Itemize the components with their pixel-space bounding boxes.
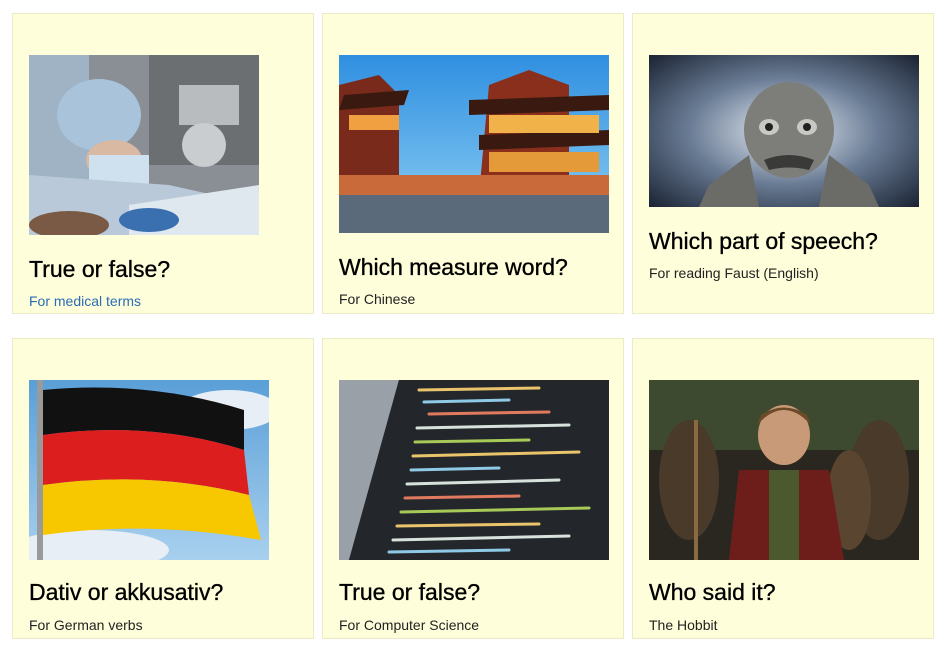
surgeon-photo (29, 55, 259, 235)
card-title[interactable]: True or false? (29, 256, 171, 282)
hobbit-photo (649, 380, 919, 560)
quiz-card-medical[interactable]: True or false? For medical terms (12, 13, 314, 314)
card-title[interactable]: Who said it? (649, 579, 776, 605)
german-flag-photo (29, 380, 269, 560)
card-subtitle: For Chinese (339, 291, 416, 307)
card-title[interactable]: True or false? (339, 579, 481, 605)
quiz-card-chinese[interactable]: Which measure word? For Chinese (322, 13, 624, 314)
card-title[interactable]: Which part of speech? (649, 228, 878, 254)
quiz-card-faust[interactable]: Which part of speech? For reading Faust … (632, 13, 934, 314)
card-title[interactable]: Dativ or akkusativ? (29, 579, 224, 605)
card-subtitle: For German verbs (29, 617, 143, 633)
chinese-pagoda-photo (339, 55, 609, 233)
card-subtitle: The Hobbit (649, 617, 718, 633)
code-screen-photo (339, 380, 609, 560)
card-subtitle-link[interactable]: For medical terms (29, 293, 142, 309)
card-subtitle: For Computer Science (339, 617, 480, 633)
quiz-card-german[interactable]: Dativ or akkusativ? For German verbs (12, 338, 314, 639)
card-title[interactable]: Which measure word? (339, 254, 568, 280)
quiz-card-hobbit[interactable]: Who said it? The Hobbit (632, 338, 934, 639)
gargoyle-photo (649, 55, 919, 207)
card-subtitle: For reading Faust (English) (649, 265, 819, 281)
quiz-card-computer-science[interactable]: True or false? For Computer Science (322, 338, 624, 639)
